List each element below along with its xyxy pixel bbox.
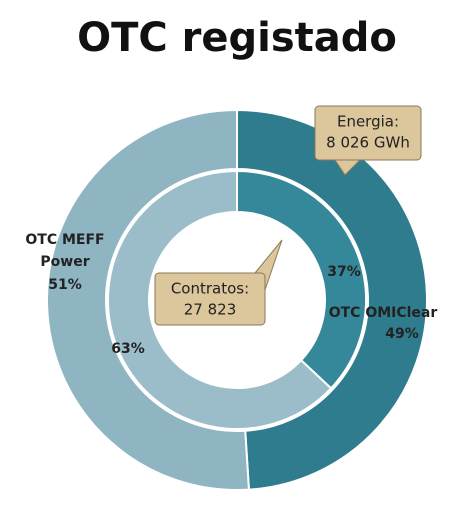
- category-label: OTC MEFF Power: [25, 232, 104, 270]
- callout-text: 8 026 GWh: [326, 134, 410, 152]
- donut-slice: [107, 169, 333, 430]
- value-label: 37%: [327, 264, 361, 280]
- donut-slice: [236, 169, 367, 390]
- callout-text: 27 823: [184, 301, 237, 319]
- value-label: 63%: [111, 341, 145, 357]
- chart-title: OTC registado: [77, 15, 397, 61]
- donut-slice: [236, 108, 428, 491]
- callout-text: Contratos:: [171, 280, 249, 298]
- callout-text: Energia:: [337, 113, 399, 131]
- category-label: OTC OMIClear: [329, 305, 438, 321]
- value-label: 49%: [385, 326, 419, 342]
- callout-box: [314, 105, 422, 161]
- donut-slice: [46, 108, 250, 491]
- callout-box: [154, 272, 266, 326]
- callout-pointer: [334, 159, 361, 176]
- value-label: 51%: [48, 277, 82, 293]
